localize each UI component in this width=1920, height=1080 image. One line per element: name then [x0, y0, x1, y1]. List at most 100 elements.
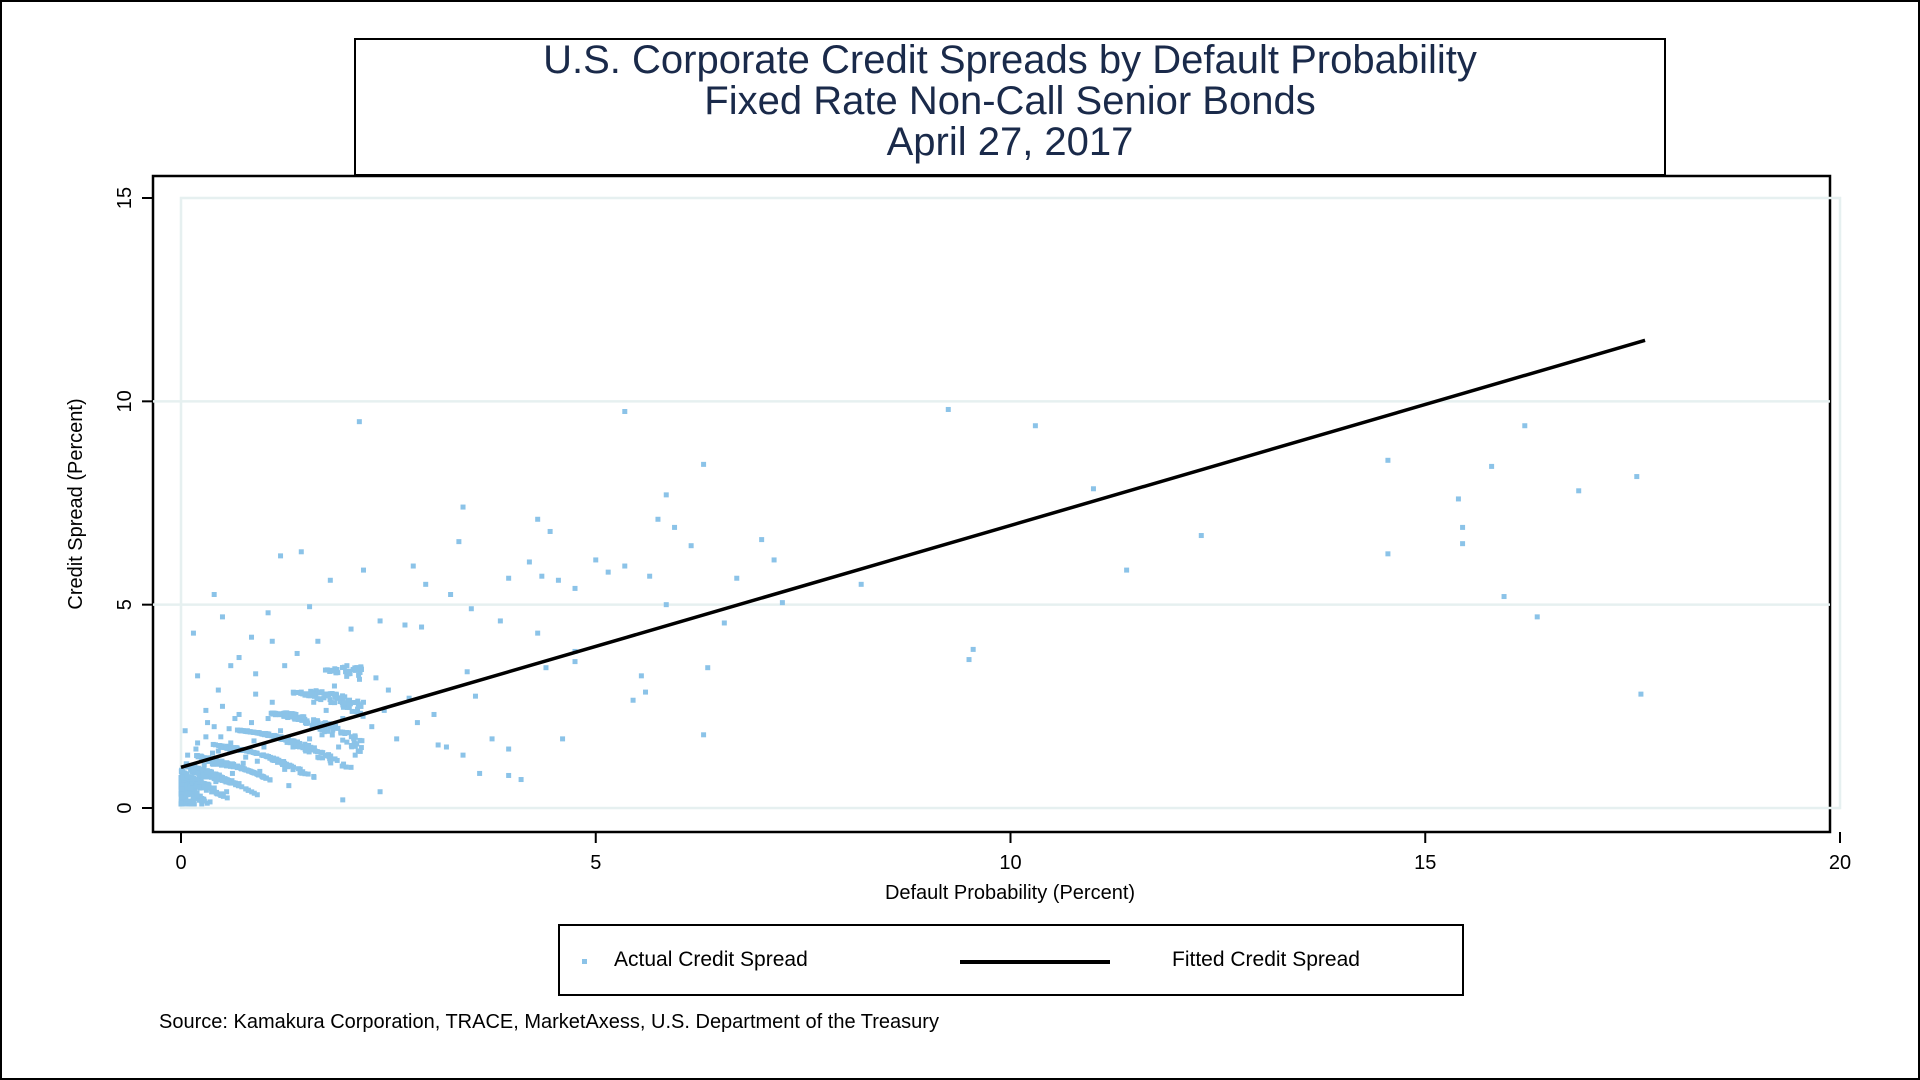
data-point — [249, 789, 255, 795]
data-point — [249, 634, 255, 640]
data-point — [219, 758, 225, 764]
y-tick-label: 15 — [114, 187, 136, 209]
data-point — [219, 777, 225, 783]
data-point — [179, 767, 185, 773]
data-point — [344, 739, 350, 745]
data-point — [264, 731, 270, 737]
data-point — [330, 727, 336, 733]
data-point — [419, 624, 425, 630]
data-point — [329, 691, 335, 697]
data-point — [189, 801, 195, 807]
data-point — [555, 577, 561, 583]
data-point — [309, 723, 315, 729]
data-point — [211, 592, 217, 597]
data-point — [477, 770, 483, 776]
data-point — [622, 409, 628, 414]
data-point — [277, 712, 283, 718]
data-point — [497, 618, 503, 624]
data-point — [209, 785, 215, 791]
source-note: Source: Kamakura Corporation, TRACE, Mar… — [159, 1011, 939, 1033]
x-tick-label: 5 — [590, 852, 601, 874]
data-point — [359, 738, 365, 744]
data-point — [1198, 533, 1204, 539]
data-point — [282, 663, 288, 669]
data-point — [269, 699, 275, 705]
data-point — [245, 729, 251, 735]
data-point — [184, 785, 190, 791]
data-point — [332, 694, 338, 700]
data-point — [263, 775, 269, 781]
data-point — [232, 716, 238, 722]
data-point — [357, 669, 363, 675]
data-point — [293, 742, 299, 748]
data-point — [324, 667, 330, 673]
data-point — [289, 763, 295, 769]
data-point — [307, 604, 313, 610]
data-point — [305, 771, 311, 777]
data-point — [535, 630, 541, 636]
plot-area — [151, 174, 1832, 834]
data-point — [355, 706, 361, 712]
data-point — [215, 748, 221, 754]
data-point — [560, 736, 566, 742]
data-point — [771, 557, 777, 563]
data-point — [291, 714, 297, 720]
fitted-line — [180, 338, 1646, 770]
data-point — [191, 767, 197, 773]
data-point — [688, 543, 694, 549]
data-point — [239, 784, 245, 790]
data-point — [205, 781, 211, 787]
chart-subtitle: Fixed Rate Non-Call Senior Bonds — [704, 79, 1316, 123]
data-point — [260, 753, 266, 759]
data-point — [224, 795, 230, 801]
data-point — [186, 791, 192, 797]
data-point — [535, 516, 541, 522]
data-point — [219, 614, 225, 620]
data-point — [344, 730, 350, 736]
data-point — [207, 799, 213, 805]
data-point — [208, 772, 214, 778]
data-point — [228, 663, 234, 669]
data-point — [319, 732, 325, 738]
data-point — [385, 687, 391, 693]
data-point — [1455, 496, 1461, 502]
data-point — [195, 770, 201, 776]
data-point — [233, 781, 239, 787]
data-point — [219, 762, 225, 768]
data-point — [332, 756, 338, 762]
data-point — [246, 768, 252, 774]
legend-label-fitted: Fitted Credit Spread — [1172, 948, 1360, 971]
data-point — [1460, 541, 1466, 547]
data-point — [237, 727, 243, 733]
data-point — [211, 785, 217, 791]
data-point — [318, 697, 324, 703]
data-point — [179, 786, 185, 792]
data-point — [448, 592, 454, 597]
data-point — [435, 742, 441, 748]
data-point — [187, 801, 193, 807]
data-point — [215, 687, 221, 693]
data-point — [410, 563, 416, 569]
data-point — [328, 700, 334, 706]
data-point — [779, 600, 785, 606]
data-point — [181, 792, 187, 798]
data-point — [309, 691, 315, 697]
data-point — [377, 789, 383, 795]
chart-title-box: U.S. Corporate Credit Spreads by Default… — [354, 38, 1666, 176]
data-point — [489, 736, 495, 742]
data-point — [638, 673, 644, 679]
data-point — [294, 689, 300, 695]
data-point — [356, 672, 362, 678]
data-point — [181, 771, 187, 777]
data-point — [233, 764, 239, 770]
chart-date: April 27, 2017 — [886, 120, 1134, 164]
data-point — [248, 749, 254, 755]
data-point — [203, 707, 209, 713]
data-point — [205, 784, 211, 790]
data-point — [211, 776, 217, 782]
data-point — [605, 569, 611, 575]
data-point — [1385, 551, 1391, 557]
x-tick-label: 10 — [999, 852, 1021, 874]
data-point — [1522, 423, 1528, 429]
data-point — [352, 752, 358, 758]
